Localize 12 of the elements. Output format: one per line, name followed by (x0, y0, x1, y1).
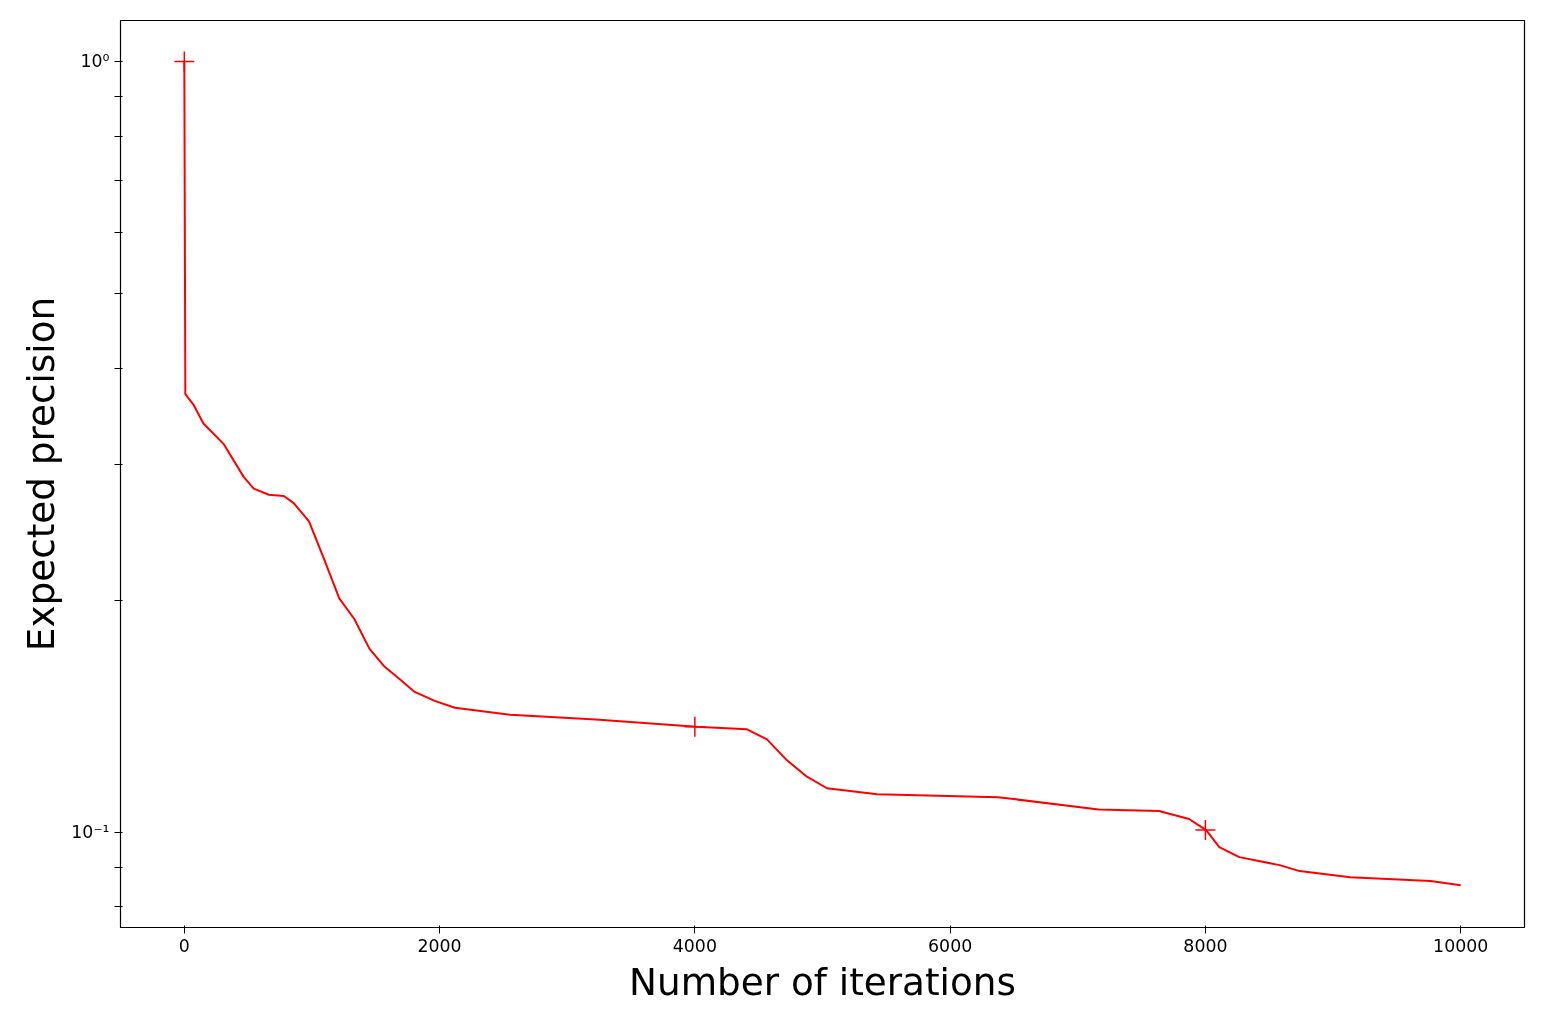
x-tick-label: 2000 (417, 935, 462, 956)
x-tick-label: 6000 (928, 935, 973, 956)
x-tick-label: 8000 (1183, 935, 1228, 956)
x-tick-label: 10000 (1433, 935, 1489, 956)
point (173, 50, 196, 73)
x-tick-label: 4000 (672, 935, 717, 956)
x-tick-label: 0 (178, 935, 190, 956)
y-tick-label: 10⁰ (80, 51, 110, 72)
y-tick-label: 10⁻¹ (71, 822, 110, 843)
point (1194, 819, 1217, 841)
y-axis-title: Expected precision (19, 296, 64, 652)
x-axis-title: Number of iterations (629, 959, 1016, 1004)
